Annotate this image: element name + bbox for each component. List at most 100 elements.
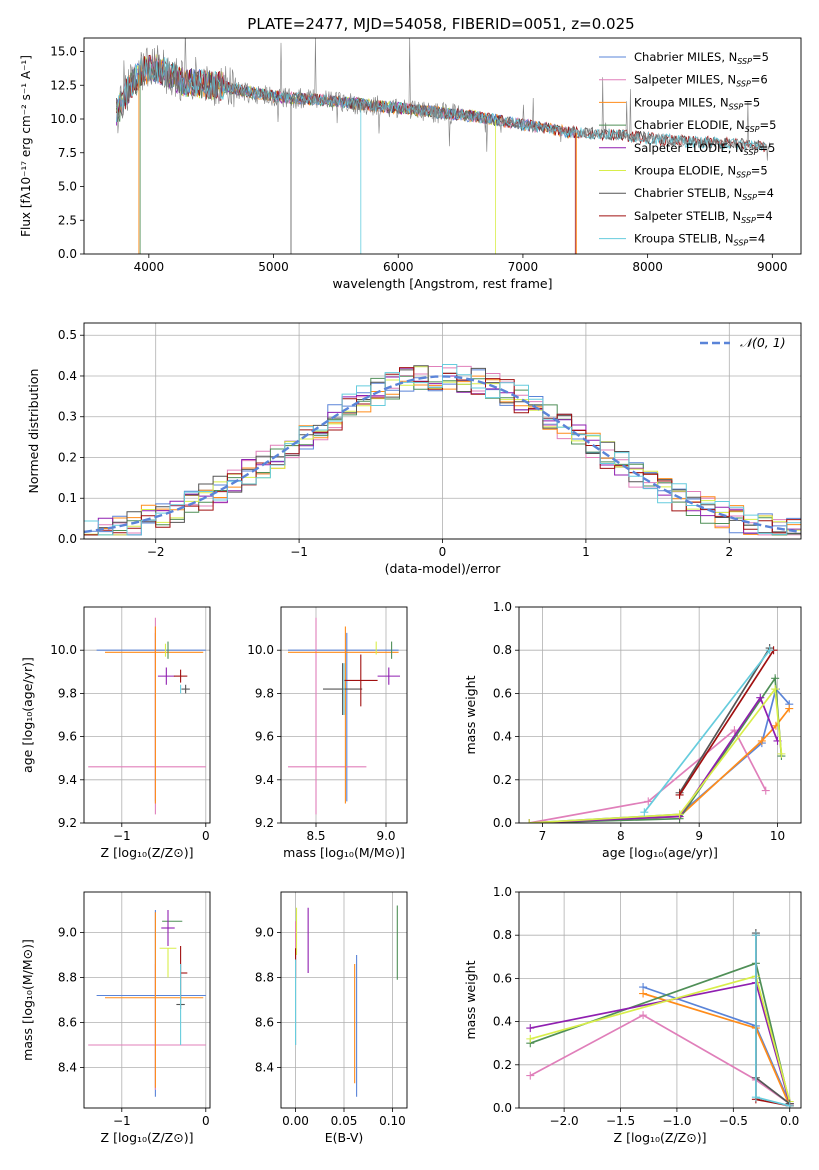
x-tick-label: 7	[539, 829, 547, 843]
series-marker	[639, 1011, 648, 1020]
y-tick-label: 8.8	[255, 971, 274, 985]
series-kroupa_stelib	[751, 931, 794, 1108]
series-kroupa_elodie	[525, 685, 786, 823]
series-marker	[675, 810, 684, 819]
axes-frame	[518, 891, 802, 1109]
x-axis-label: Z [log₁₀(Z/Z⊙)]	[614, 1130, 707, 1145]
legend-label: Salpeter ELODIE, NSSP=5	[634, 141, 775, 157]
errorbar-chabrier_miles	[96, 910, 206, 1097]
y-tick-label: 2.5	[58, 213, 77, 227]
axes-frame	[83, 891, 211, 1109]
y-tick-label: 8.6	[255, 1016, 274, 1030]
panel-weight_vs_z: −2.0 −1.5 −1.0 −0.5 0.0 0.0 0.2 0.4 0.6 0.8 1.0 Z […	[463, 885, 802, 1145]
plot-area	[84, 364, 801, 536]
plot-area	[116, 38, 770, 254]
panel-age_vs_z: −1 0 9.2 9.4 9.6 9.8 10.0 Z [log₁₀(Z/Z⊙)] age [l…	[20, 606, 211, 860]
series-salpeter_stelib	[751, 931, 794, 1108]
panels: 4000 5000 6000 7000 8000 90000.02.55.07.510.0…	[19, 37, 802, 1145]
plot-area	[294, 905, 398, 1097]
errorbar-salpeter_miles	[288, 617, 367, 815]
x-tick-label: 9	[695, 829, 703, 843]
y-axis-label: age [log₁₀(age/yr)]	[20, 657, 35, 773]
legend-label: Chabrier STELIB, NSSP=4	[634, 186, 774, 202]
panel-mass_vs_z: −1 0 8.4 8.6 8.8 9.0 Z [log₁₀(Z/Z⊙)] mass [log₁…	[20, 891, 211, 1145]
y-tick-label: 7.5	[58, 146, 77, 160]
series-line	[530, 981, 791, 1104]
y-tick-label: 9.8	[255, 686, 274, 700]
y-tick-label: 8.4	[255, 1061, 274, 1075]
residual-legend: 𝒩(0, 1)	[700, 335, 786, 350]
figure-title: PLATE=2477, MJD=54058, FIBERID=0051, z=0…	[247, 15, 634, 33]
legend-label: Kroupa STELIB, NSSP=4	[634, 232, 765, 248]
series-line	[529, 728, 767, 823]
series-line	[529, 675, 783, 823]
y-axis-label: Flux [fλ10⁻¹⁷ erg cm⁻² s⁻¹ A⁻¹]	[19, 55, 33, 237]
series-salpeter_stelib	[675, 646, 778, 799]
y-tick-label: 9.2	[58, 816, 77, 830]
series-marker	[765, 646, 774, 655]
legend-label: Chabrier ELODIE, NSSP=5	[634, 118, 776, 134]
x-axis-label: Z [log₁₀(Z/Z⊙)]	[101, 1130, 194, 1145]
panel-residuals: −2 −1 0 1 2 0.0 0.1 0.2 0.3 0.4 0.5 (data-model)/er…	[26, 322, 802, 576]
x-tick-label: 0	[439, 545, 447, 559]
y-tick-label: 0.2	[58, 450, 77, 464]
series-marker	[730, 726, 739, 735]
series-kroupa_stelib	[640, 646, 774, 817]
y-tick-label: 0.3	[58, 410, 77, 424]
x-tick-label: −2	[147, 545, 165, 559]
axes-frame	[83, 37, 802, 255]
series-marker	[771, 685, 780, 694]
y-tick-label: 8.6	[58, 1016, 77, 1030]
panel-age_vs_mass: 8.5 9.0 9.2 9.4 9.6 9.8 10.0 mass [log₁₀(M/M⊙)]	[247, 606, 408, 860]
series-line	[530, 975, 791, 1102]
series-chabrier_elodie	[526, 959, 794, 1108]
spectrum-legend: Chabrier MILES, NSSP=5 Salpeter MILES, NS…	[599, 50, 776, 248]
errorbar-salpeter_stelib	[173, 669, 188, 683]
x-tick-label: 10	[770, 829, 785, 843]
x-axis-label: E(B-V)	[325, 1130, 364, 1145]
y-tick-label: 5.0	[58, 180, 77, 194]
series-kroupa_miles	[639, 989, 794, 1108]
x-tick-label: −1	[290, 545, 308, 559]
errorbar-salpeter_stelib	[344, 654, 378, 707]
y-tick-label: 0.0	[58, 247, 77, 261]
axes-frame	[83, 606, 211, 824]
legend-label: 𝒩(0, 1)	[740, 335, 786, 350]
spectrum-data	[116, 38, 770, 161]
series-marker	[751, 1093, 760, 1102]
plot-area	[525, 644, 794, 823]
y-tick-label: 0.0	[493, 816, 512, 830]
legend-label: Salpeter STELIB, NSSP=4	[634, 209, 773, 225]
x-tick-label: 0.00	[282, 1114, 309, 1128]
y-tick-label: 0.8	[493, 928, 512, 942]
panel-weight_vs_age: 7 8 9 10 0.0 0.2 0.4 0.6 0.8 1.0 age [log₁₀(age/yr…	[463, 600, 802, 860]
axes-frame	[280, 606, 408, 824]
gridlines	[84, 607, 210, 824]
errorbar-chabrier_miles	[96, 632, 206, 802]
errorbar-chabrier_miles	[288, 632, 399, 802]
series-line	[755, 933, 791, 1105]
y-tick-label: 9.6	[58, 730, 77, 744]
x-tick-label: −1.0	[662, 1114, 691, 1128]
x-tick-label: 9.0	[376, 829, 395, 843]
y-tick-label: 0.0	[493, 1101, 512, 1115]
series-marker	[761, 786, 770, 795]
y-tick-label: 9.2	[255, 816, 274, 830]
y-tick-label: 9.0	[58, 926, 77, 940]
x-tick-label: 1	[582, 545, 590, 559]
y-axis-label: mass [log₁₀(M/M⊙)]	[20, 939, 35, 1061]
y-tick-label: 9.4	[58, 773, 77, 787]
y-tick-label: 0.2	[493, 1058, 512, 1072]
y-tick-label: 0.8	[493, 643, 512, 657]
panel-mass_vs_ebv: 0.00 0.05 0.10 8.4 8.6 8.8 9.0 E(B-V)	[255, 891, 408, 1145]
series-chabrier_miles	[525, 685, 794, 823]
y-tick-label: 8.4	[58, 1061, 77, 1075]
y-tick-label: 10.0	[50, 112, 77, 126]
x-axis-label: mass [log₁₀(M/M⊙)]	[283, 845, 405, 860]
series-marker	[639, 989, 648, 998]
y-tick-label: 8.8	[58, 971, 77, 985]
spectrum-model-kroupa_miles	[116, 54, 574, 139]
y-tick-label: 15.0	[50, 45, 77, 59]
series-marker	[777, 749, 786, 758]
legend-label: Kroupa MILES, NSSP=5	[634, 95, 760, 111]
